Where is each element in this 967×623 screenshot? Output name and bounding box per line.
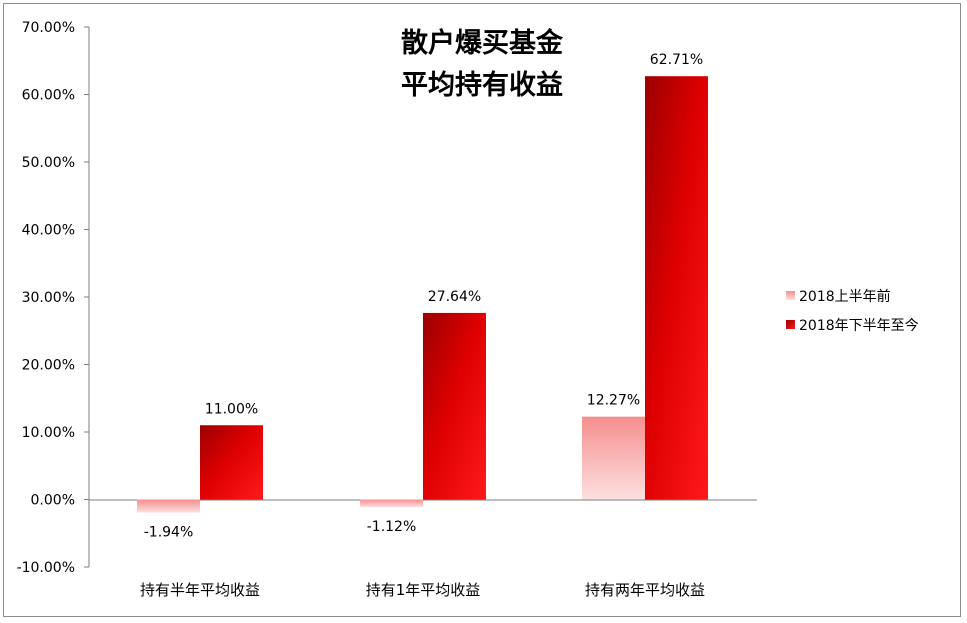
- data-label: -1.12%: [367, 519, 417, 535]
- data-label: 12.27%: [587, 393, 640, 409]
- bar-before-2018h1-2: [360, 499, 423, 508]
- data-label: 27.64%: [428, 289, 481, 305]
- data-label: -1.94%: [144, 525, 194, 541]
- chart-title-line-1: 散户爆买基金: [401, 27, 564, 59]
- y-tick-label: 40.00%: [22, 223, 75, 239]
- data-label: 11.00%: [205, 401, 258, 417]
- bar-since-2018h2-1: [200, 425, 263, 500]
- bar-before-2018h1-1: [137, 499, 200, 513]
- chart-frame: [3, 3, 961, 617]
- y-tick-label: 30.00%: [22, 290, 75, 306]
- legend-swatch-series-2: [786, 320, 795, 329]
- legend-swatch-series-1: [786, 291, 795, 300]
- bar-since-2018h2-2: [423, 312, 486, 500]
- y-tick-label: 70.00%: [22, 20, 75, 36]
- y-axis-ticks: -10.00% 0.00% 10.00% 20.00% 30.00% 40.00% 50.0…: [17, 20, 89, 576]
- data-label: 62.71%: [650, 52, 703, 68]
- x-axis-categories: 持有半年平均收益 持有1年平均收益 持有两年平均收益: [140, 581, 705, 599]
- legend-label-series-2: 2018年下半年至今: [799, 318, 919, 334]
- y-tick-label: 60.00%: [22, 88, 75, 104]
- y-tick-label: -10.00%: [17, 560, 75, 576]
- data-labels-group: -1.94% 11.00% -1.12% 27.64% 12.27% 62.71%: [144, 52, 703, 540]
- legend-label-series-1: 2018上半年前: [799, 288, 891, 305]
- x-category-label: 持有两年平均收益: [585, 581, 705, 599]
- y-tick-label: 0.00%: [31, 493, 75, 509]
- bars-group: [137, 76, 708, 513]
- bar-before-2018h1-3: [582, 416, 645, 500]
- bar-since-2018h2-3: [645, 76, 708, 500]
- y-tick-label: 20.00%: [22, 358, 75, 374]
- chart-title-line-2: 平均持有收益: [401, 70, 563, 101]
- y-tick-label: 50.00%: [22, 155, 75, 171]
- y-tick-label: 10.00%: [22, 425, 75, 441]
- x-category-label: 持有1年平均收益: [366, 581, 481, 599]
- x-category-label: 持有半年平均收益: [140, 581, 260, 599]
- legend: 2018上半年前 2018年下半年至今: [786, 288, 919, 334]
